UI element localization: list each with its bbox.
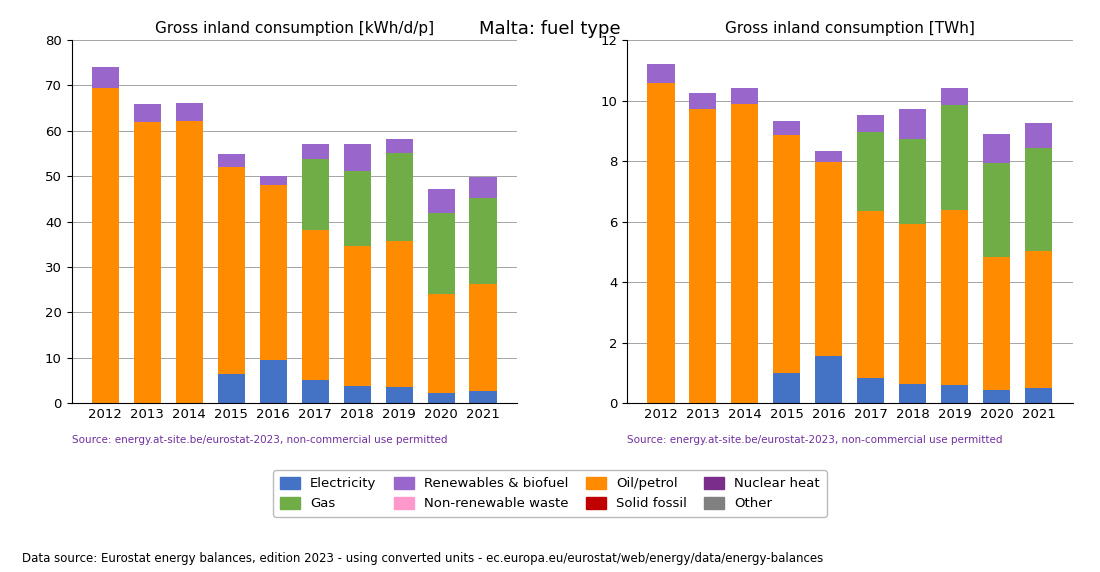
Bar <box>857 116 884 132</box>
Text: Malta: fuel type: Malta: fuel type <box>480 20 620 38</box>
Title: Gross inland consumption [kWh/d/p]: Gross inland consumption [kWh/d/p] <box>155 21 433 36</box>
Bar <box>983 163 1010 257</box>
Text: Data source: Eurostat energy balances, edition 2023 - using converted units - ec: Data source: Eurostat energy balances, e… <box>22 552 823 565</box>
Text: Source: energy.at-site.be/eurostat-2023, non-commercial use permitted: Source: energy.at-site.be/eurostat-2023,… <box>72 435 447 444</box>
Bar <box>690 93 716 109</box>
Bar <box>940 88 968 105</box>
Bar <box>773 121 801 136</box>
Bar <box>857 379 884 403</box>
Bar <box>428 294 454 393</box>
Bar <box>91 88 119 403</box>
Bar <box>857 212 884 379</box>
Bar <box>732 89 759 104</box>
Bar <box>815 356 843 403</box>
Bar <box>260 185 287 360</box>
Bar <box>301 380 329 403</box>
Bar <box>218 153 245 167</box>
Bar <box>815 162 843 356</box>
Bar <box>647 63 674 84</box>
Bar <box>940 385 968 403</box>
Bar <box>385 139 412 153</box>
Title: Gross inland consumption [TWh]: Gross inland consumption [TWh] <box>725 21 975 36</box>
Bar <box>983 257 1010 390</box>
Bar <box>470 198 497 284</box>
Bar <box>176 121 204 403</box>
Bar <box>260 360 287 403</box>
Bar <box>773 136 801 373</box>
Bar <box>899 224 926 384</box>
Bar <box>470 391 497 403</box>
Bar <box>428 213 454 294</box>
Bar <box>690 109 716 403</box>
Bar <box>301 145 329 160</box>
Bar <box>983 134 1010 163</box>
Bar <box>385 387 412 403</box>
Bar <box>815 152 843 162</box>
Bar <box>732 104 759 403</box>
Bar <box>1025 122 1053 148</box>
Bar <box>428 189 454 213</box>
Bar <box>301 230 329 380</box>
Bar <box>260 176 287 185</box>
Bar <box>1025 148 1053 251</box>
Bar <box>218 374 245 403</box>
Bar <box>134 104 161 122</box>
Legend: Electricity, Gas, Renewables & biofuel, Non-renewable waste, Oil/petrol, Solid f: Electricity, Gas, Renewables & biofuel, … <box>273 470 827 517</box>
Bar <box>940 210 968 385</box>
Bar <box>91 67 119 88</box>
Bar <box>343 145 371 171</box>
Bar <box>343 171 371 246</box>
Bar <box>470 177 497 198</box>
Bar <box>343 386 371 403</box>
Bar <box>983 390 1010 403</box>
Bar <box>647 84 674 403</box>
Bar <box>899 384 926 403</box>
Bar <box>470 284 497 391</box>
Bar <box>176 103 204 121</box>
Bar <box>385 153 412 241</box>
Bar <box>940 105 968 210</box>
Bar <box>857 132 884 212</box>
Bar <box>773 373 801 403</box>
Bar <box>1025 387 1053 403</box>
Bar <box>428 393 454 403</box>
Bar <box>899 109 926 140</box>
Bar <box>385 241 412 387</box>
Text: Source: energy.at-site.be/eurostat-2023, non-commercial use permitted: Source: energy.at-site.be/eurostat-2023,… <box>627 435 1002 444</box>
Bar <box>1025 251 1053 387</box>
Bar <box>218 167 245 374</box>
Bar <box>301 160 329 230</box>
Bar <box>134 122 161 403</box>
Bar <box>899 140 926 224</box>
Bar <box>343 246 371 386</box>
